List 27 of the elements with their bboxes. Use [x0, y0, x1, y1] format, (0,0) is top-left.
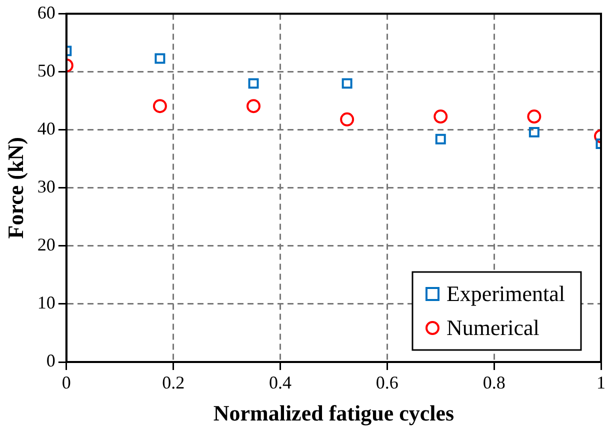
- x-tick-label: 1: [596, 372, 606, 393]
- legend-label: Numerical: [446, 314, 540, 340]
- point: [152, 99, 167, 114]
- x-tick-label: 0.6: [376, 372, 398, 393]
- point: [527, 110, 542, 124]
- y-tick-label: 20: [37, 234, 56, 255]
- y-tick-label: 50: [37, 60, 56, 81]
- y-tick-label: 30: [37, 176, 56, 197]
- y-tick-label: 0: [46, 350, 56, 371]
- point: [154, 53, 166, 64]
- point: [342, 78, 352, 89]
- point: [434, 110, 448, 124]
- y-tick-label: 10: [37, 292, 56, 313]
- x-tick-label: 0.2: [162, 372, 185, 393]
- point: [340, 112, 354, 126]
- x-tick-label: 0.8: [482, 372, 506, 393]
- point: [528, 126, 540, 138]
- y-tick-label: 60: [37, 2, 56, 23]
- x-tick-label: 0: [62, 372, 71, 393]
- x-tick-label: 0.4: [268, 372, 292, 393]
- point: [435, 134, 446, 144]
- y-axis-title: Force (kN): [2, 137, 28, 239]
- x-axis-title: Normalized fatigue cycles: [213, 400, 454, 426]
- point: [246, 99, 261, 114]
- point: [248, 78, 259, 89]
- legend-label: Experimental: [446, 280, 566, 306]
- y-tick-label: 40: [37, 118, 56, 139]
